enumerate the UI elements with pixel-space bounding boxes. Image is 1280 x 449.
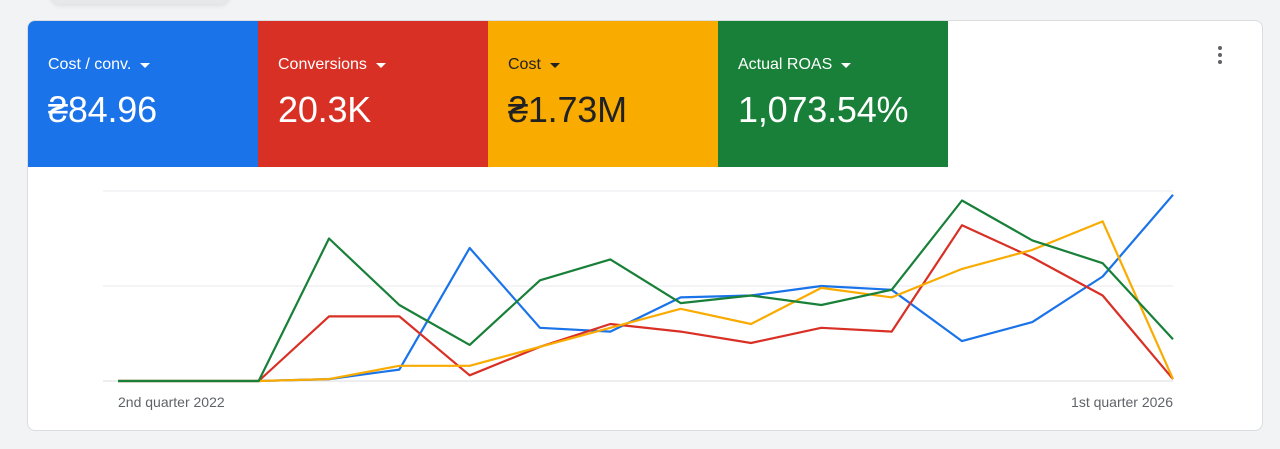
series-line-0 <box>118 194 1174 383</box>
caret-down-icon[interactable] <box>140 63 151 68</box>
metric-label: Cost <box>508 56 541 73</box>
series-line-1 <box>118 224 1174 383</box>
caret-down-icon[interactable] <box>375 63 386 68</box>
top-tab <box>50 0 230 4</box>
x-tick-label: 1st quarter 2026 <box>1071 394 1173 410</box>
metric-tile-actual-roas[interactable]: Actual ROAS 1,073.54% <box>718 21 948 167</box>
performance-card: Cost / conv. ₴84.96 Conversions 20.3K Co… <box>27 20 1263 431</box>
caret-down-icon[interactable] <box>841 63 852 68</box>
more-dot <box>1218 53 1222 57</box>
line-chart: 2nd quarter 2022 1st quarter 2026 <box>28 167 1262 430</box>
metric-tiles: Cost / conv. ₴84.96 Conversions 20.3K Co… <box>28 21 948 167</box>
more-dot <box>1218 46 1222 50</box>
metric-label: Conversions <box>278 56 367 73</box>
chart-svg: 2nd quarter 2022 1st quarter 2026 <box>103 190 1175 410</box>
metric-value: 1,073.54% <box>738 89 909 130</box>
chart-gridlines <box>103 190 1173 382</box>
metric-tile-cost[interactable]: Cost ₴1.73M <box>488 21 718 167</box>
more-dot <box>1218 60 1222 64</box>
metric-label: Actual ROAS <box>738 56 833 73</box>
metric-value: ₴84.96 <box>48 89 157 130</box>
metric-value: 20.3K <box>278 89 372 130</box>
metric-value: ₴1.73M <box>508 89 627 130</box>
more-vert-icon[interactable] <box>1208 43 1232 67</box>
series-line-3 <box>118 199 1174 383</box>
x-axis-ticks: 2nd quarter 2022 1st quarter 2026 <box>118 394 1173 410</box>
caret-down-icon[interactable] <box>549 63 560 68</box>
metric-label: Cost / conv. <box>48 56 132 73</box>
metric-tile-conversions[interactable]: Conversions 20.3K <box>258 21 488 167</box>
chart-series <box>118 194 1175 383</box>
metric-tile-cost-per-conv[interactable]: Cost / conv. ₴84.96 <box>28 21 258 167</box>
x-tick-label: 2nd quarter 2022 <box>118 394 225 410</box>
series-line-2 <box>118 220 1175 383</box>
